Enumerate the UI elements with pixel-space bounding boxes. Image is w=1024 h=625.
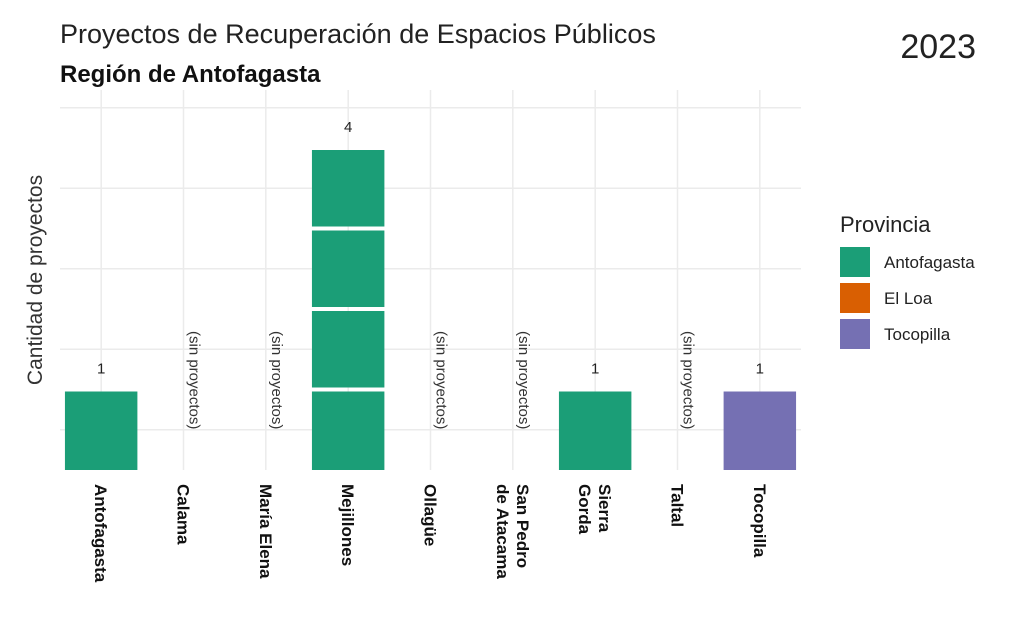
legend-label: Tocopilla [884,325,951,344]
bars [64,150,797,470]
category-labels: Antofagasta Calama María Elena Mejillones Ol… [91,484,769,583]
bar-segment [64,391,138,470]
gridlines [60,90,801,470]
category-label: Mejillones [338,484,357,566]
category-label-line: Taltal [668,484,687,527]
category-label-line: Tocopilla [750,484,769,558]
y-axis-label: Cantidad de proyectos [24,175,47,385]
category-label-line: Gorda [575,484,594,535]
category-label-line: Ollagüe [421,484,440,546]
bar-segment [311,150,385,227]
no-projects-label: (sin proyectos) [433,331,450,429]
chart-subtitle: Región de Antofagasta [60,61,321,88]
bar-value-label: 1 [756,361,764,378]
year-label: 2023 [900,28,976,66]
bar-value-label: 4 [344,119,352,136]
bar-value-label: 1 [591,361,599,378]
bar-segment [723,391,797,470]
category-label: Tocopilla [750,484,769,558]
category-label-line: Mejillones [338,484,357,566]
category-label-line: Sierra [595,484,614,533]
category-label-line: Antofagasta [91,484,110,583]
legend-label: Antofagasta [884,253,975,272]
category-label: Ollagüe [421,484,440,546]
bar-segment [311,391,385,470]
category-label-line: María Elena [256,484,275,579]
no-projects-label: (sin proyectos) [515,331,532,429]
legend-swatch [840,319,870,349]
bar-value-label: 1 [97,361,105,378]
category-label: Taltal [668,484,687,527]
legend-swatch [840,247,870,277]
category-label: Antofagasta [91,484,110,583]
bar-segment [311,311,385,388]
no-projects-label: (sin proyectos) [680,331,697,429]
legend-item: Tocopilla [840,319,951,349]
legend-label: El Loa [884,289,933,308]
bar-segment [311,230,385,307]
legend-swatch [840,283,870,313]
legend-item: Antofagasta [840,247,975,277]
category-label-line: Calama [174,484,193,545]
legend: Provincia Antofagasta El Loa Tocopilla [840,212,975,349]
no-projects-label: (sin proyectos) [268,331,285,429]
data-labels: 1 (sin proyectos) (sin proyectos) 4 (sin pro… [97,119,764,429]
chart-title: Proyectos de Recuperación de Espacios Pú… [60,19,656,49]
category-label-line: de Atacama [493,484,512,579]
category-label-line: San Pedro [513,484,532,568]
category-label: María Elena [256,484,275,579]
no-projects-label: (sin proyectos) [186,331,203,429]
category-label: Calama [174,484,193,545]
legend-item: El Loa [840,283,933,313]
bar-segment [558,391,632,470]
legend-title: Provincia [840,212,931,237]
